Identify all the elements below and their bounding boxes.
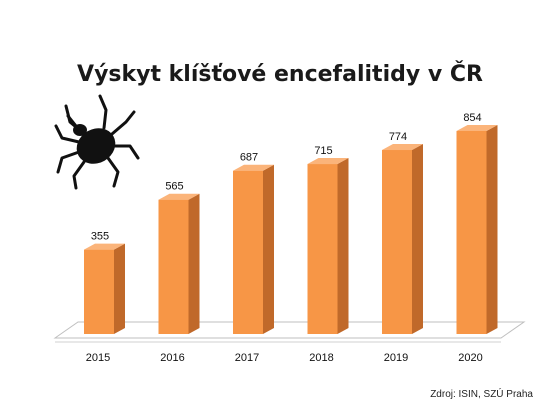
data-label: 687 (240, 152, 258, 164)
x-tick-label: 2016 (160, 352, 184, 364)
data-label: 854 (463, 112, 481, 124)
source-note: Zdroj: ISIN, SZÚ Praha (430, 389, 533, 400)
bar-2017 (233, 164, 274, 334)
x-tick-label: 2018 (309, 352, 333, 364)
data-label: 355 (91, 231, 109, 243)
x-axis-tick-labels: 2015 2016 2017 2018 2019 2020 (86, 352, 483, 364)
bar-2016 (158, 193, 200, 334)
data-label: 774 (389, 131, 407, 143)
bar-2020 (456, 125, 498, 334)
bar-series (84, 125, 498, 334)
x-tick-label: 2020 (458, 352, 482, 364)
x-tick-label: 2019 (384, 352, 408, 364)
bar-2018 (307, 158, 349, 334)
bar-2019 (382, 144, 423, 334)
data-label: 565 (165, 181, 183, 193)
chart-floor (53, 321, 526, 343)
x-tick-label: 2017 (235, 352, 259, 364)
data-label: 715 (314, 145, 332, 157)
tick-insect-icon (54, 94, 140, 190)
data-labels: 355 565 687 715 774 854 (91, 112, 482, 243)
x-tick-label: 2015 (86, 352, 110, 364)
chart-title: Výskyt klíšťové encefalitidy v ČR (77, 62, 483, 87)
bar-2015 (84, 243, 125, 334)
